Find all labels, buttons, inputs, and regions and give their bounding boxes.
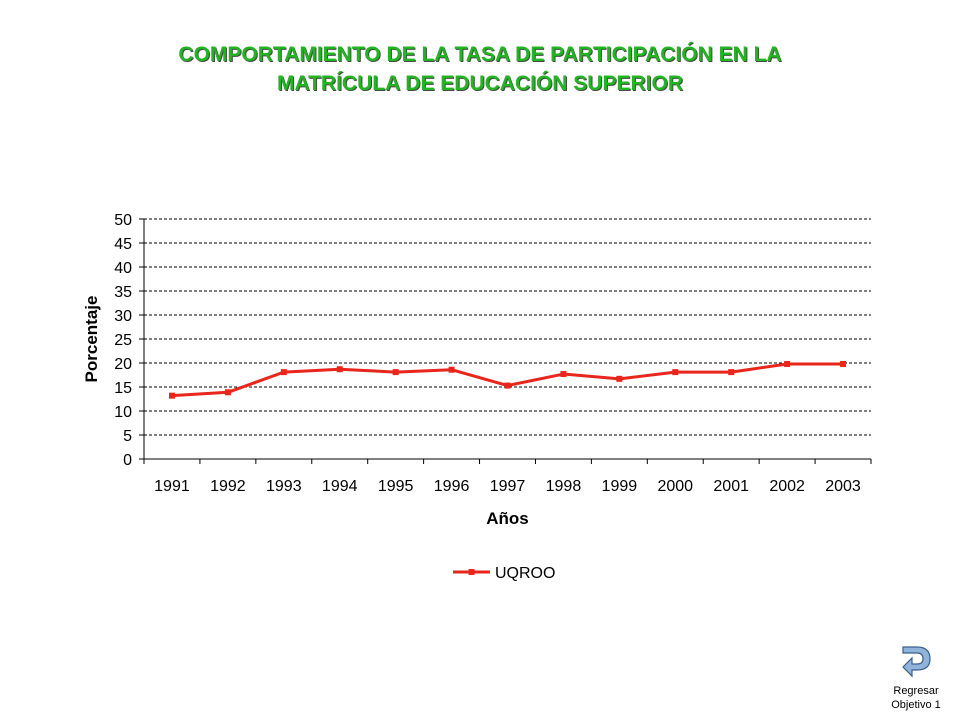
data-point xyxy=(560,371,567,378)
y-tick-label: 50 xyxy=(114,212,132,229)
series-line-uqroo xyxy=(171,362,844,398)
x-tick-label: 1999 xyxy=(602,478,638,495)
title-line-2: MATRÍCULA DE EDUCACIÓN SUPERIOR xyxy=(276,72,683,95)
grid-lines xyxy=(144,218,871,436)
nav-label-line-1: Regresar xyxy=(893,685,939,697)
x-tick-label: 1994 xyxy=(322,478,358,495)
y-tick-label: 10 xyxy=(114,404,132,421)
x-axis-title: Años xyxy=(486,509,529,528)
y-tick-label: 35 xyxy=(114,284,132,301)
x-tick-labels: 1991 1992 1993 1994 1995 1996 1997 1998 1999 2000… xyxy=(154,478,861,495)
title-line-1: COMPORTAMIENTO DE LA TASA DE PARTICIPACI… xyxy=(178,43,782,66)
y-tick-label: 20 xyxy=(114,356,132,373)
data-point xyxy=(728,369,735,376)
data-point xyxy=(784,360,791,367)
y-tick-label: 15 xyxy=(114,380,132,397)
x-tick-label: 1993 xyxy=(266,478,302,495)
series-group xyxy=(168,360,847,399)
data-point xyxy=(280,369,287,376)
x-tick-label: 1995 xyxy=(378,478,414,495)
data-point xyxy=(392,369,399,376)
page-title: COMPORTAMIENTO DE LA TASA DE PARTICIPACI… xyxy=(0,40,960,98)
data-point xyxy=(336,366,343,373)
nav-label-line-2: Objetivo 1 xyxy=(891,699,941,711)
data-point xyxy=(616,375,623,382)
x-tick-label: 1998 xyxy=(546,478,582,495)
y-axis-title: Porcentaje xyxy=(82,296,101,383)
axes xyxy=(139,218,872,464)
y-tick-label: 25 xyxy=(114,332,132,349)
y-tick-label: 40 xyxy=(114,260,132,277)
back-to-objective-button[interactable]: Regresar Objetivo 1 xyxy=(880,644,952,712)
data-point xyxy=(840,360,847,367)
x-tick-label: 1991 xyxy=(154,478,190,495)
data-point xyxy=(672,369,679,376)
legend: UQROO xyxy=(453,565,555,582)
data-point xyxy=(504,382,511,389)
y-tick-labels: 0 5 10 15 20 25 30 35 40 45 50 xyxy=(114,212,132,469)
y-tick-label: 5 xyxy=(123,428,132,445)
x-tick-label: 2000 xyxy=(657,478,693,495)
y-tick-label: 30 xyxy=(114,308,132,325)
nav-label: Regresar Objetivo 1 xyxy=(880,684,952,712)
x-tick-label: 1996 xyxy=(434,478,470,495)
legend-marker xyxy=(468,569,475,575)
data-point xyxy=(168,392,175,399)
x-tick-label: 2001 xyxy=(713,478,749,495)
y-tick-label: 45 xyxy=(114,236,132,253)
y-tick-label: 0 xyxy=(123,452,132,469)
x-tick-label: 2002 xyxy=(769,478,805,495)
data-point xyxy=(448,366,455,373)
legend-label: UQROO xyxy=(495,565,555,582)
x-tick-label: 1997 xyxy=(490,478,526,495)
x-tick-label: 2003 xyxy=(825,478,861,495)
data-point xyxy=(224,389,231,396)
x-tick-label: 1992 xyxy=(210,478,246,495)
return-arrow-icon xyxy=(902,646,931,678)
